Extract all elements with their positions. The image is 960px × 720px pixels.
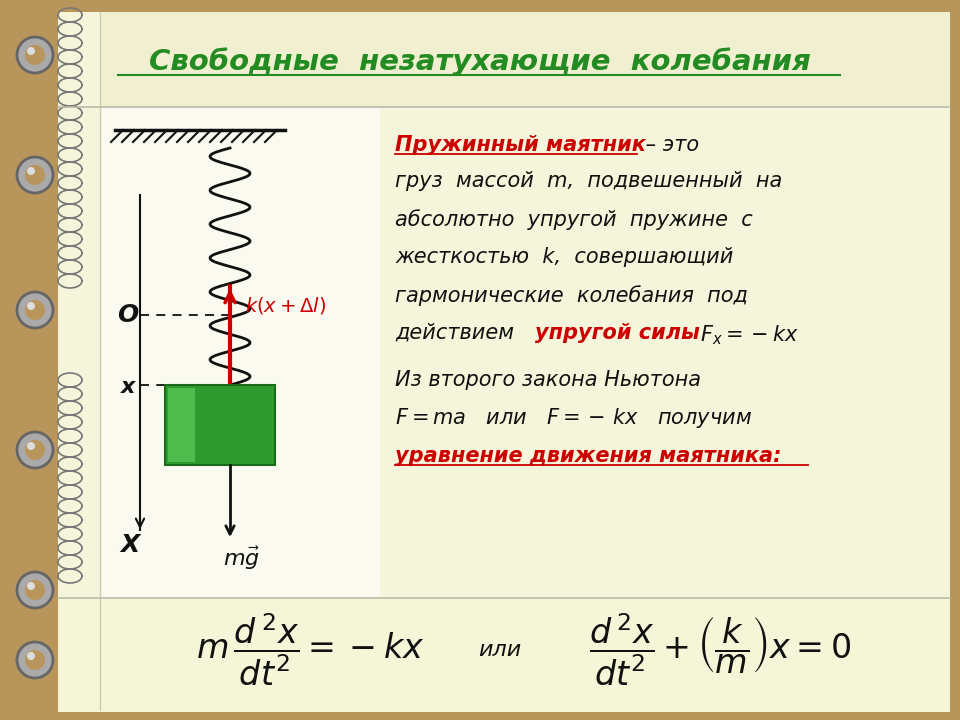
Text: уравнение движения маятника:: уравнение движения маятника: <box>395 446 781 466</box>
Circle shape <box>25 650 45 670</box>
Text: $k(x+\Delta l)$: $k(x+\Delta l)$ <box>245 295 326 317</box>
Bar <box>168 388 195 462</box>
Circle shape <box>27 302 35 310</box>
Circle shape <box>25 440 45 460</box>
Circle shape <box>25 580 45 600</box>
Circle shape <box>25 45 45 65</box>
Bar <box>100 12 950 107</box>
Text: или: или <box>478 640 521 660</box>
Bar <box>58 598 950 712</box>
Text: O: O <box>117 303 138 327</box>
Text: x: x <box>121 377 135 397</box>
Text: $m\vec{g}$: $m\vec{g}$ <box>224 544 260 572</box>
Circle shape <box>17 572 53 608</box>
Bar <box>165 385 275 465</box>
Circle shape <box>25 300 45 320</box>
Circle shape <box>17 157 53 193</box>
Text: упругой силы: упругой силы <box>535 323 700 343</box>
Text: абсолютно  упругой  пружине  с: абсолютно упругой пружине с <box>395 209 753 230</box>
Text: Из второго закона Ньютона: Из второго закона Ньютона <box>395 370 701 390</box>
Circle shape <box>27 442 35 450</box>
Circle shape <box>17 37 53 73</box>
Text: $\dfrac{d^{\,2}x}{dt^2} + \left(\dfrac{k}{m}\right)x = 0$: $\dfrac{d^{\,2}x}{dt^2} + \left(\dfrac{k… <box>588 612 852 688</box>
Circle shape <box>17 432 53 468</box>
Text: Пружинный маятник: Пружинный маятник <box>395 135 646 155</box>
Circle shape <box>25 165 45 185</box>
Circle shape <box>27 167 35 175</box>
Text: $F = ma$   или   $F = -\,kx$   получим: $F = ma$ или $F = -\,kx$ получим <box>395 406 752 430</box>
Text: действием: действием <box>395 323 527 343</box>
Text: Свободные  незатухающие  колебания: Свободные незатухающие колебания <box>149 48 811 76</box>
Circle shape <box>27 652 35 660</box>
Circle shape <box>17 292 53 328</box>
Circle shape <box>17 642 53 678</box>
Circle shape <box>27 47 35 55</box>
Text: $m\,\dfrac{d^{\,2}x}{dt^2} = -kx$: $m\,\dfrac{d^{\,2}x}{dt^2} = -kx$ <box>196 612 424 688</box>
Text: жесткостью  k,  совершающий: жесткостью k, совершающий <box>395 247 733 267</box>
Text: $F_x = -kx$: $F_x = -kx$ <box>700 323 799 346</box>
Circle shape <box>27 582 35 590</box>
Text: груз  массой  m,  подвешенный  на: груз массой m, подвешенный на <box>395 171 782 191</box>
Text: X: X <box>120 533 139 557</box>
Text: гармонические  колебания  под: гармонические колебания под <box>395 285 748 306</box>
Bar <box>100 107 380 602</box>
Text: – это: – это <box>639 135 699 155</box>
